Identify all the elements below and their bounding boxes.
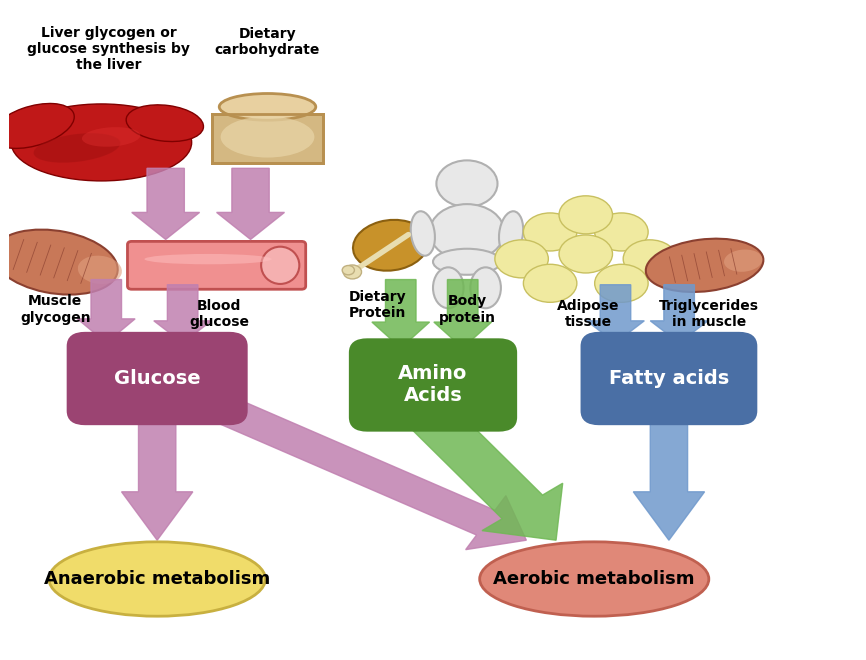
Ellipse shape bbox=[49, 542, 265, 616]
FancyBboxPatch shape bbox=[350, 340, 516, 430]
Text: Dietary
carbohydrate: Dietary carbohydrate bbox=[215, 27, 320, 57]
Ellipse shape bbox=[595, 264, 648, 302]
FancyBboxPatch shape bbox=[456, 185, 477, 206]
Polygon shape bbox=[650, 284, 708, 343]
FancyBboxPatch shape bbox=[212, 114, 323, 162]
Polygon shape bbox=[372, 280, 430, 348]
Ellipse shape bbox=[11, 104, 191, 181]
Text: Anaerobic metabolism: Anaerobic metabolism bbox=[44, 570, 270, 588]
Ellipse shape bbox=[430, 204, 504, 260]
Text: Amino
Acids: Amino Acids bbox=[398, 364, 468, 405]
Ellipse shape bbox=[262, 247, 300, 284]
Ellipse shape bbox=[480, 542, 708, 616]
Ellipse shape bbox=[595, 213, 648, 251]
Text: Liver glycogen or
glucose synthesis by
the liver: Liver glycogen or glucose synthesis by t… bbox=[28, 26, 191, 73]
Text: Fatty acids: Fatty acids bbox=[609, 369, 729, 388]
Polygon shape bbox=[216, 168, 284, 240]
Polygon shape bbox=[586, 284, 644, 343]
Ellipse shape bbox=[559, 196, 612, 234]
Ellipse shape bbox=[34, 133, 120, 162]
Ellipse shape bbox=[523, 213, 577, 251]
Ellipse shape bbox=[494, 240, 548, 278]
FancyBboxPatch shape bbox=[582, 333, 756, 424]
Text: Glucose: Glucose bbox=[113, 369, 201, 388]
Ellipse shape bbox=[433, 267, 463, 308]
Polygon shape bbox=[154, 284, 211, 343]
Text: Blood
glucose: Blood glucose bbox=[189, 299, 249, 329]
FancyBboxPatch shape bbox=[127, 242, 306, 289]
Polygon shape bbox=[132, 168, 200, 240]
Text: Muscle
glycogen: Muscle glycogen bbox=[20, 294, 91, 325]
Ellipse shape bbox=[470, 267, 501, 308]
Circle shape bbox=[436, 160, 497, 207]
Ellipse shape bbox=[126, 105, 204, 141]
Ellipse shape bbox=[353, 220, 428, 271]
Ellipse shape bbox=[559, 235, 612, 273]
Ellipse shape bbox=[410, 211, 435, 255]
Ellipse shape bbox=[82, 127, 140, 147]
Circle shape bbox=[343, 265, 361, 279]
Ellipse shape bbox=[145, 254, 272, 264]
Text: Triglycerides
in muscle: Triglycerides in muscle bbox=[659, 299, 759, 329]
Ellipse shape bbox=[78, 255, 122, 284]
Ellipse shape bbox=[646, 239, 764, 292]
Ellipse shape bbox=[221, 116, 314, 158]
Polygon shape bbox=[204, 392, 527, 550]
Text: Dietary
Protein: Dietary Protein bbox=[349, 290, 407, 320]
Polygon shape bbox=[434, 280, 492, 348]
Polygon shape bbox=[121, 412, 193, 540]
Text: Body
protein: Body protein bbox=[438, 294, 495, 325]
Ellipse shape bbox=[219, 94, 316, 120]
Polygon shape bbox=[77, 280, 135, 343]
Circle shape bbox=[342, 265, 354, 275]
Ellipse shape bbox=[433, 249, 501, 275]
FancyBboxPatch shape bbox=[68, 333, 246, 424]
Ellipse shape bbox=[0, 230, 118, 294]
Polygon shape bbox=[633, 412, 705, 540]
Ellipse shape bbox=[0, 104, 74, 148]
Ellipse shape bbox=[523, 264, 577, 302]
Ellipse shape bbox=[624, 240, 676, 278]
Text: Aerobic metabolism: Aerobic metabolism bbox=[494, 570, 695, 588]
Polygon shape bbox=[413, 407, 563, 540]
Text: Adipose
tissue: Adipose tissue bbox=[557, 299, 619, 329]
Ellipse shape bbox=[724, 249, 762, 272]
Ellipse shape bbox=[499, 211, 523, 255]
